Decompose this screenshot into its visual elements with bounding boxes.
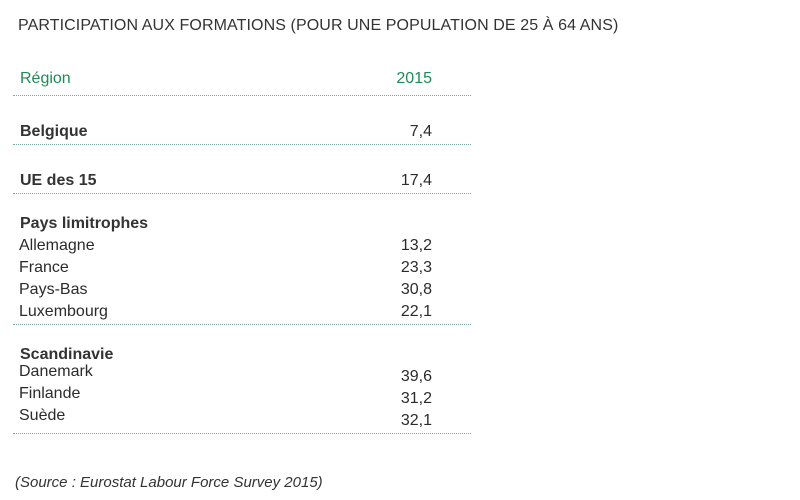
row-value: 22,1 [400, 303, 432, 320]
table-row-finlande: Finlande 31,2 [13, 385, 471, 411]
row-value: 31,2 [400, 390, 432, 407]
row-value: 17,4 [400, 172, 432, 189]
row-label: Suède [19, 407, 66, 424]
column-header-region: Région [20, 70, 71, 87]
row-label: Pays-Bas [19, 281, 88, 298]
table-row-belgique: Belgique 7,4 [13, 96, 471, 145]
row-label: Allemagne [19, 237, 95, 254]
column-header-year: 2015 [396, 70, 432, 87]
participation-table: Région 2015 Belgique 7,4 UE des 15 17,4 … [13, 62, 471, 434]
table-row-allemagne: Allemagne 13,2 [13, 236, 471, 258]
table-row-danemark: Danemark 39,6 [13, 363, 471, 389]
group-heading-row: Scandinavie [13, 325, 471, 367]
row-label: Finlande [19, 385, 81, 402]
row-value: 30,8 [400, 281, 432, 298]
group-heading-row: Pays limitrophes [13, 194, 471, 236]
group-heading: Pays limitrophes [20, 215, 149, 232]
table-header-row: Région 2015 [13, 62, 471, 96]
row-label: UE des 15 [20, 172, 97, 189]
row-label: Luxembourg [19, 303, 108, 320]
table-row-pays-bas: Pays-Bas 30,8 [13, 280, 471, 302]
group-limitrophes: Pays limitrophes Allemagne 13,2 France 2… [13, 194, 471, 325]
page-title: PARTICIPATION AUX FORMATIONS (POUR UNE P… [18, 17, 619, 34]
row-value: 7,4 [409, 123, 432, 140]
row-label: France [19, 259, 69, 276]
table-row-luxembourg: Luxembourg 22,1 [13, 302, 471, 324]
source-note: (Source : Eurostat Labour Force Survey 2… [15, 474, 323, 491]
row-value: 32,1 [400, 412, 432, 429]
row-value: 39,6 [400, 368, 432, 385]
row-value: 13,2 [400, 237, 432, 254]
row-label: Belgique [20, 123, 88, 140]
group-heading: Scandinavie [20, 346, 114, 363]
table-row-ue15: UE des 15 17,4 [13, 145, 471, 194]
group-scandinavie: Scandinavie Danemark 39,6 Finlande 31,2 … [13, 325, 471, 434]
table-row-france: France 23,3 [13, 258, 471, 280]
row-value: 23,3 [400, 259, 432, 276]
row-label: Danemark [19, 363, 93, 380]
table-row-suede: Suède 32,1 [13, 407, 471, 433]
